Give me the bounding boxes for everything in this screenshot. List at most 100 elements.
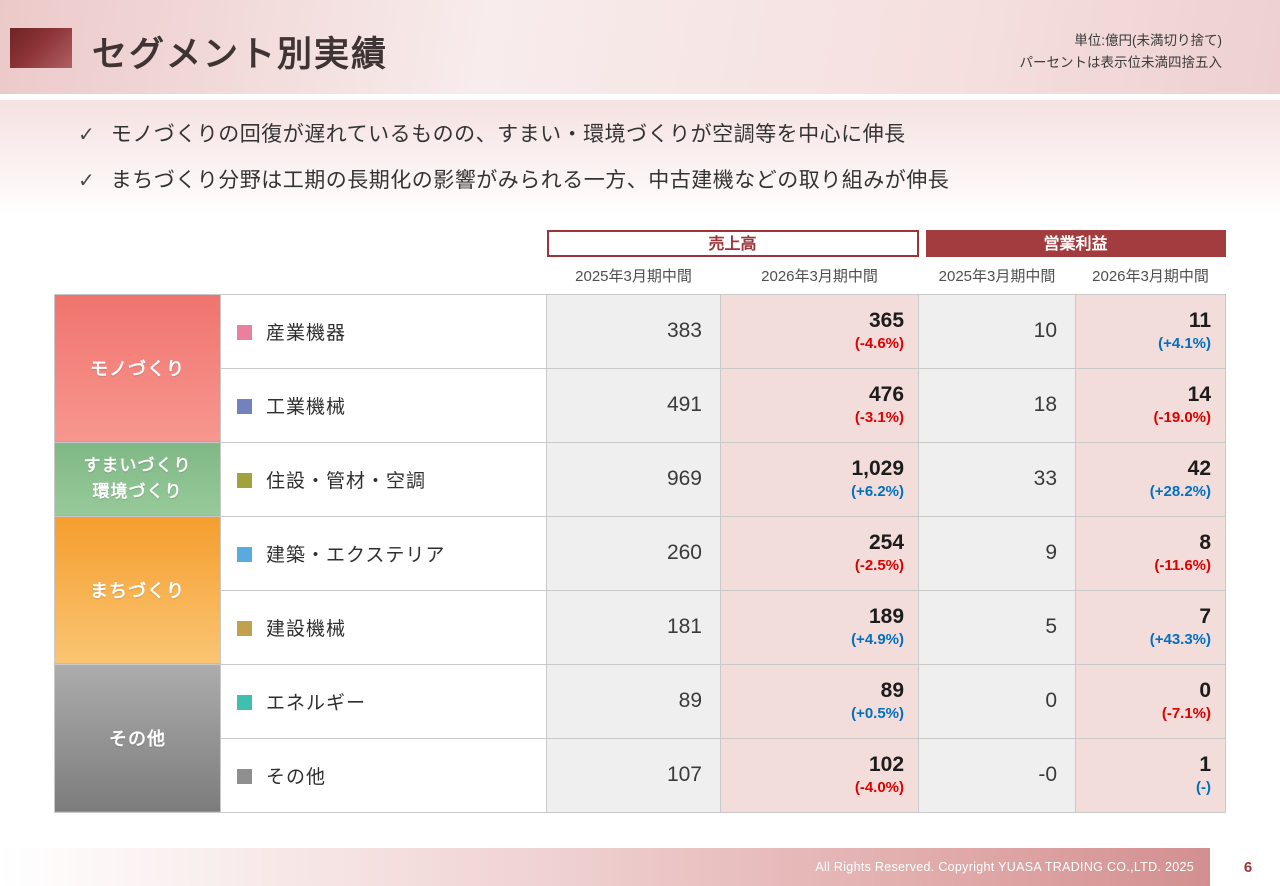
profit-prev-value: 18 <box>918 367 1077 443</box>
profit-curr-cell: 14 (-19.0%) <box>1075 367 1227 443</box>
sales-prev-value: 107 <box>546 737 721 813</box>
segment-table: 売上高 営業利益 2025年3月期中間 2026年3月期中間 2025年3月期中… <box>54 228 1227 813</box>
bullet-item: ✓ モノづくりの回復が遅れているものの、すまい・環境づくりが空調等を中心に伸長 <box>78 118 906 148</box>
row-label-text: 建設機械 <box>266 618 347 640</box>
table-row: モノづくり 産業機器 383 365 (-4.6%) 10 11 (+4.1%) <box>54 293 1227 443</box>
bullet-text: モノづくりの回復が遅れているものの、すまい・環境づくりが空調等を中心に伸長 <box>110 123 906 146</box>
segment-cell-sumai-kankyo: すまいづくり 環境づくり <box>54 441 221 517</box>
sales-curr-value: 365 <box>868 308 905 332</box>
profit-prev-value: -0 <box>918 737 1077 813</box>
table-row: その他 エネルギー 89 89 (+0.5%) 0 0 (-7.1%) <box>54 663 1227 813</box>
header-spacer <box>55 258 547 294</box>
sales-curr-value: 102 <box>868 752 905 776</box>
table-row: すまいづくり 環境づくり 住設・管材・空調 969 1,029 (+6.2%) … <box>54 441 1227 517</box>
period-header-sales-curr: 2026年3月期中間 <box>761 268 878 286</box>
profit-curr-value: 42 <box>1187 456 1212 480</box>
page-title: セグメント別実績 <box>92 35 389 74</box>
period-header-row: 2025年3月期中間 2026年3月期中間 2025年3月期中間 2026年3月… <box>55 258 1226 294</box>
sales-change-pct: (-4.6%) <box>854 335 905 352</box>
sales-curr-cell: 102 (-4.0%) <box>719 737 920 813</box>
row-label-cell: 工業機械 <box>220 367 547 443</box>
bullet-item: ✓ まちづくり分野は工期の長期化の影響がみられる一方、中古建機などの取り組みが伸… <box>78 164 949 194</box>
page-number: 6 <box>1243 858 1253 876</box>
unit-notes: 単位:億円(未満切り捨て) パーセントは表示位未満四捨五入 <box>1020 30 1223 73</box>
segment-cell-machizukuri: まちづくり <box>54 515 221 665</box>
copyright-text: All Rights Reserved. Copyright YUASA TRA… <box>815 860 1194 874</box>
sales-change-pct: (-4.0%) <box>854 779 905 796</box>
profit-prev-value: 5 <box>918 589 1077 665</box>
legend-swatch <box>237 472 252 488</box>
row-label-cell: その他 <box>220 737 547 813</box>
profit-curr-cell: 42 (+28.2%) <box>1075 441 1227 517</box>
sales-curr-cell: 1,029 (+6.2%) <box>719 441 920 517</box>
sales-prev-value: 181 <box>546 589 721 665</box>
operating-profit-header: 営業利益 <box>925 229 1226 257</box>
legend-swatch <box>237 768 252 784</box>
row-label-cell: 住設・管材・空調 <box>220 441 547 517</box>
sales-curr-value: 189 <box>868 604 905 628</box>
profit-prev-value: 9 <box>918 515 1077 591</box>
unit-note-line-1: 単位:億円(未満切り捨て) <box>1074 33 1222 48</box>
sales-curr-value: 476 <box>868 382 905 406</box>
sales-prev-value: 969 <box>546 441 721 517</box>
sales-prev-value: 260 <box>546 515 721 591</box>
profit-prev-value: 0 <box>918 663 1077 739</box>
title-bar: セグメント別実績 単位:億円(未満切り捨て) パーセントは表示位未満四捨五入 <box>0 0 1280 94</box>
profit-curr-value: 7 <box>1199 604 1212 628</box>
sales-curr-value: 1,029 <box>851 456 905 480</box>
sales-change-pct: (+6.2%) <box>851 483 905 500</box>
unit-note-line-2: パーセントは表示位未満四捨五入 <box>1019 54 1223 70</box>
profit-change-pct: (+4.1%) <box>1158 335 1212 352</box>
profit-change-pct: (+28.2%) <box>1149 483 1212 500</box>
sales-curr-cell: 89 (+0.5%) <box>719 663 920 739</box>
segment-results-table: 売上高 営業利益 2025年3月期中間 2026年3月期中間 2025年3月期中… <box>54 228 1227 813</box>
table-row: 建設機械 181 189 (+4.9%) 5 7 (+43.3%) <box>55 589 1227 665</box>
sales-change-pct: (-3.1%) <box>854 409 905 426</box>
period-header-sales-prev: 2025年3月期中間 <box>575 268 692 286</box>
profit-curr-value: 1 <box>1199 752 1212 776</box>
segment-cell-monozukuri: モノづくり <box>54 293 221 443</box>
profit-curr-cell: 11 (+4.1%) <box>1075 293 1227 369</box>
table-row: その他 107 102 (-4.0%) -0 1 (-) <box>55 737 1227 813</box>
row-label-cell: 建築・エクステリア <box>220 515 547 591</box>
profit-curr-cell: 0 (-7.1%) <box>1075 663 1227 739</box>
sales-prev-value: 491 <box>546 367 721 443</box>
row-label-text: 建築・エクステリア <box>266 544 446 566</box>
row-label-cell: エネルギー <box>220 663 547 739</box>
row-label-text: 産業機器 <box>266 322 347 344</box>
profit-group-cell: 営業利益 <box>919 228 1226 258</box>
table-row: 工業機械 491 476 (-3.1%) 18 14 (-19.0%) <box>55 367 1227 443</box>
sales-curr-value: 89 <box>880 678 905 702</box>
profit-prev-value: 33 <box>918 441 1077 517</box>
profit-curr-value: 8 <box>1199 530 1212 554</box>
legend-swatch <box>237 324 252 340</box>
period-header-profit-curr: 2026年3月期中間 <box>1092 268 1209 286</box>
bullet-text: まちづくり分野は工期の長期化の影響がみられる一方、中古建機などの取り組みが伸長 <box>110 169 950 192</box>
row-label-text: 工業機械 <box>266 396 347 418</box>
sales-curr-cell: 365 (-4.6%) <box>719 293 920 369</box>
sales-change-pct: (+4.9%) <box>851 631 905 648</box>
title-accent-square <box>10 28 72 68</box>
profit-curr-value: 0 <box>1199 678 1212 702</box>
legend-swatch <box>237 398 252 414</box>
profit-change-pct: (+43.3%) <box>1149 631 1212 648</box>
table-row: まちづくり 建築・エクステリア 260 254 (-2.5%) 9 8 (-11… <box>54 515 1227 665</box>
group-header-row: 売上高 営業利益 <box>55 228 1226 258</box>
legend-swatch <box>237 620 252 636</box>
sales-curr-cell: 189 (+4.9%) <box>719 589 920 665</box>
page-number-box: 6 <box>1216 848 1280 886</box>
sales-curr-cell: 476 (-3.1%) <box>719 367 920 443</box>
profit-curr-cell: 1 (-) <box>1075 737 1227 813</box>
sales-curr-cell: 254 (-2.5%) <box>719 515 920 591</box>
checkmark-icon: ✓ <box>78 124 95 146</box>
profit-change-pct: (-7.1%) <box>1161 705 1212 722</box>
sales-change-pct: (-2.5%) <box>854 557 905 574</box>
profit-change-pct: (-11.6%) <box>1154 557 1212 574</box>
period-header-profit-prev: 2025年3月期中間 <box>938 268 1056 286</box>
row-label-cell: 産業機器 <box>220 293 547 369</box>
sales-group-cell: 売上高 <box>546 228 919 258</box>
profit-change-pct: (-) <box>1196 779 1212 796</box>
sales-prev-value: 383 <box>546 293 721 369</box>
row-label-text: 住設・管材・空調 <box>266 470 427 492</box>
